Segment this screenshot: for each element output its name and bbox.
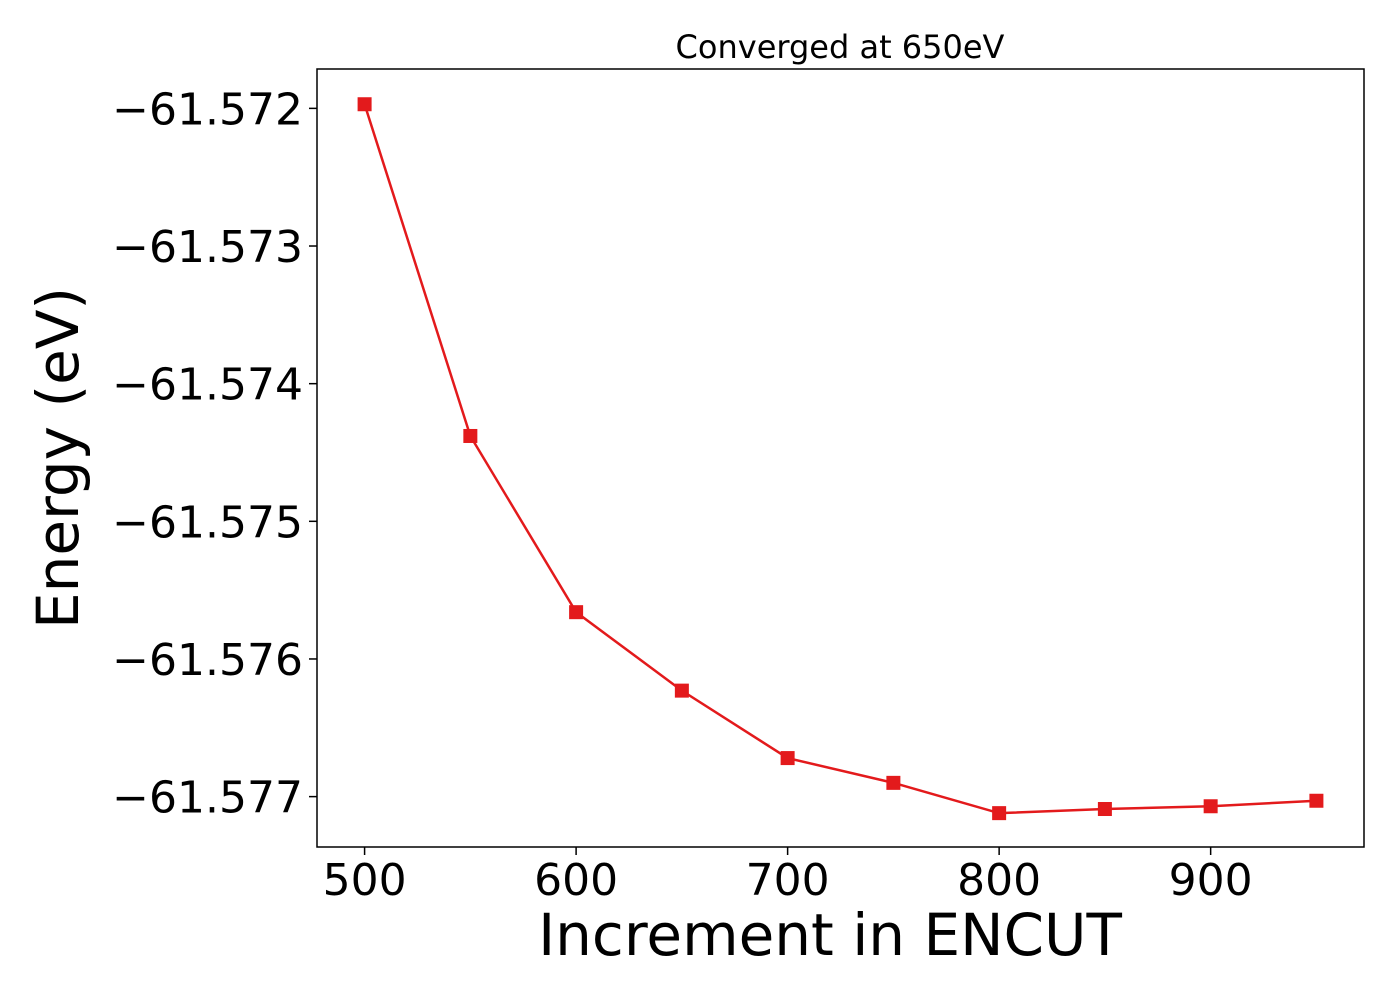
y-tick-label: −61.575 xyxy=(112,497,303,548)
y-axis-ticks: −61.572 −61.573 −61.574 −61.575 −61.576 −61.5… xyxy=(112,84,317,824)
y-tick-label: −61.573 xyxy=(112,222,303,273)
y-tick-label: −61.576 xyxy=(112,635,303,686)
data-point xyxy=(780,751,795,766)
data-point xyxy=(357,97,372,112)
data-point xyxy=(1097,802,1112,817)
chart-title: Converged at 650eV xyxy=(676,28,1005,66)
plot-area xyxy=(316,68,1365,848)
data-point xyxy=(1203,799,1218,814)
y-tick-label: −61.572 xyxy=(112,84,303,135)
x-tick-label: 500 xyxy=(323,855,407,906)
data-point xyxy=(992,806,1007,821)
data-point xyxy=(886,775,901,790)
data-point xyxy=(463,428,478,443)
series-line xyxy=(363,103,1317,815)
x-axis-label: Increment in ENCUT xyxy=(538,901,1122,969)
series-markers xyxy=(357,97,1324,821)
data-point xyxy=(1309,793,1324,808)
data-point xyxy=(569,605,584,620)
y-tick-label: −61.577 xyxy=(112,773,303,824)
x-tick-label: 900 xyxy=(1169,855,1253,906)
y-axis-label: Energy (eV) xyxy=(24,287,92,629)
x-tick-label: 800 xyxy=(957,855,1041,906)
data-point xyxy=(674,683,689,698)
x-axis-ticks: 500 600 700 800 900 xyxy=(323,847,1253,906)
x-tick-label: 700 xyxy=(746,855,830,906)
y-tick-label: −61.574 xyxy=(112,360,303,411)
x-tick-label: 600 xyxy=(534,855,618,906)
